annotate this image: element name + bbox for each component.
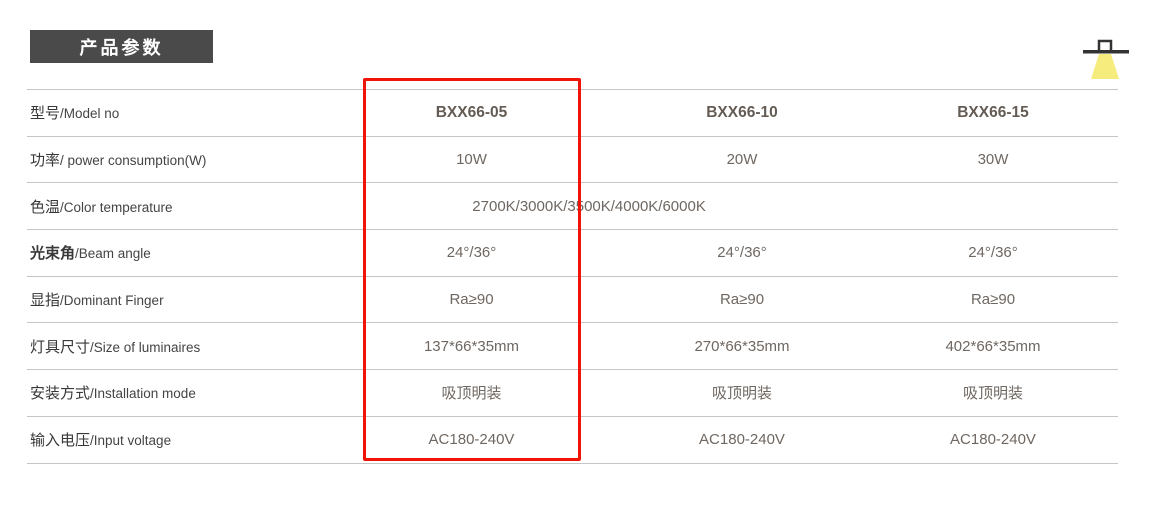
table-row-model: 型号/Model no BXX66-05 BXX66-10 BXX66-15 (27, 90, 1118, 137)
row-label-en: /Dominant Finger (60, 293, 164, 309)
cell-voltage-2: AC180-240V (699, 431, 785, 449)
row-label-zh: 光束角 (30, 245, 76, 263)
cell-beam-2: 24°/36° (717, 244, 767, 262)
row-label: 光束角/Beam angle (27, 242, 363, 263)
row-label-zh: 功率 (30, 152, 61, 170)
table-row-beam-angle: 光束角/Beam angle 24°/36° 24°/36° 24°/36° (27, 230, 1118, 277)
row-label-zh: 安装方式 (30, 385, 91, 403)
cell-model-3: BXX66-15 (957, 103, 1029, 121)
table-row-power: 功率/ power consumption(W) 10W 20W 30W (27, 137, 1118, 184)
row-label-en: /Installation mode (90, 386, 196, 402)
page-title-label: 产品参数 (79, 37, 164, 58)
cell-install-1: 吸顶明装 (441, 385, 502, 403)
row-label-zh: 型号 (30, 105, 61, 123)
cell-voltage-3: AC180-240V (950, 431, 1036, 449)
cell-model-1: BXX66-05 (435, 103, 508, 121)
row-label-zh: 显指 (30, 292, 61, 310)
spec-table: 型号/Model no BXX66-05 BXX66-10 BXX66-15 功… (27, 89, 1118, 464)
row-label: 输入电压/Input voltage (27, 429, 363, 450)
cell-cri-3: Ra≥90 (970, 291, 1016, 309)
row-label-en: /Size of luminaires (90, 339, 201, 355)
cell-size-1: 137*66*35mm (423, 337, 520, 355)
row-label-zh: 色温 (30, 198, 61, 216)
cell-cri-1: Ra≥90 (449, 291, 494, 309)
cell-beam-1: 24°/36° (446, 244, 497, 262)
row-label: 色温/Color temperature (27, 196, 287, 217)
table-row-installation: 安装方式/Installation mode 吸顶明装 吸顶明装 吸顶明装 (27, 370, 1118, 417)
page-title: 产品参数 (30, 30, 213, 63)
cell-cri-2: Ra≥90 (719, 291, 765, 309)
cell-beam-3: 24°/36° (968, 244, 1018, 262)
row-label: 型号/Model no (27, 102, 363, 123)
row-label-en: /Color temperature (60, 199, 173, 215)
cell-power-1: 10W (456, 151, 487, 169)
cell-power-2: 20W (726, 151, 758, 169)
cell-color-temp-span: 2700K/3000K/3500K/4000K/6000K (472, 197, 706, 215)
row-label: 显指/Dominant Finger (27, 289, 363, 310)
cell-install-2: 吸顶明装 (711, 385, 772, 403)
row-label-en: / power consumption(W) (60, 153, 207, 169)
table-row-voltage: 输入电压/Input voltage AC180-240V AC180-240V… (27, 417, 1118, 464)
row-label: 安装方式/Installation mode (27, 382, 363, 403)
row-label-en: /Beam angle (75, 246, 151, 262)
row-label: 灯具尺寸/Size of luminaires (27, 336, 363, 357)
table-row-color-temperature: 色温/Color temperature 2700K/3000K/3500K/4… (27, 183, 1118, 231)
row-label-zh: 灯具尺寸 (30, 338, 91, 356)
row-label-zh: 输入电压 (30, 432, 91, 450)
table-row-cri: 显指/Dominant Finger Ra≥90 Ra≥90 Ra≥90 (27, 277, 1118, 324)
table-row-size: 灯具尺寸/Size of luminaires 137*66*35mm 270*… (27, 323, 1118, 371)
cell-power-3: 30W (977, 151, 1009, 169)
row-label-en: /Model no (60, 106, 120, 122)
row-label: 功率/ power consumption(W) (27, 149, 363, 170)
row-label-en: /Input voltage (90, 433, 172, 449)
cell-size-2: 270*66*35mm (694, 337, 790, 355)
ceiling-lamp-icon (1078, 37, 1134, 83)
cell-install-3: 吸顶明装 (962, 385, 1023, 403)
cell-size-3: 402*66*35mm (945, 337, 1041, 355)
cell-model-2: BXX66-10 (706, 103, 778, 121)
cell-voltage-1: AC180-240V (428, 431, 515, 449)
